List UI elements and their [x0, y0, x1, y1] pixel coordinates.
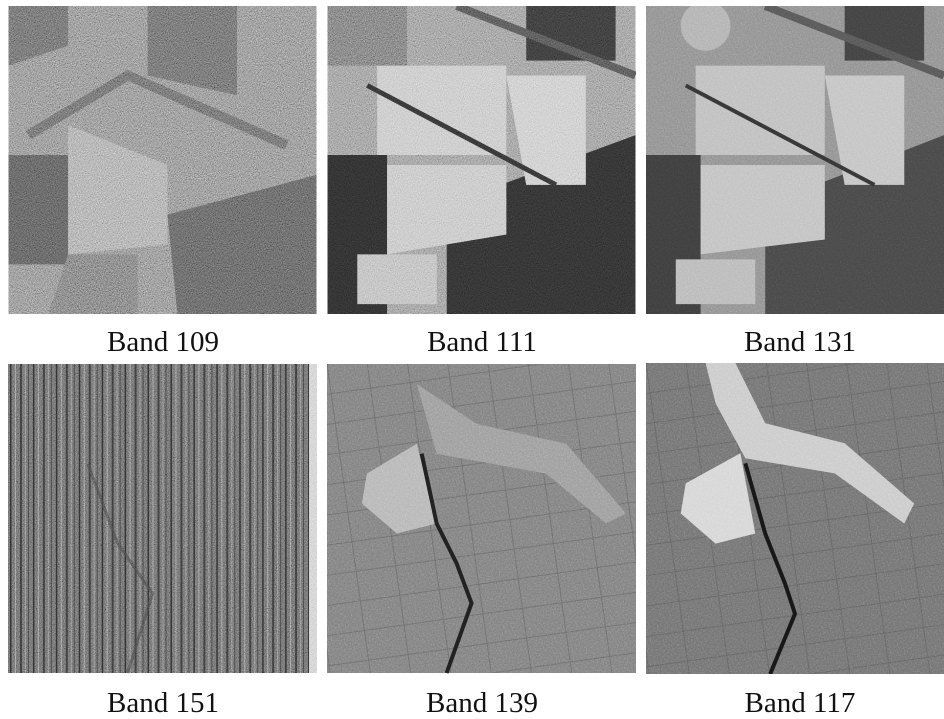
caption: Band 117	[744, 687, 856, 719]
band-image	[646, 363, 944, 674]
band-image	[327, 6, 636, 314]
caption: Band 111	[427, 326, 537, 358]
image-panel	[646, 363, 944, 674]
image-panel	[8, 6, 317, 314]
image-panel	[327, 6, 636, 314]
image-panel	[646, 6, 944, 314]
image-panel	[327, 363, 636, 674]
band-image	[327, 364, 636, 674]
image-panel	[8, 363, 317, 674]
caption: Band 151	[107, 687, 219, 719]
caption: Band 131	[744, 326, 856, 358]
band-image	[646, 6, 944, 314]
band-image	[8, 6, 317, 314]
band-image	[8, 364, 317, 674]
caption: Band 109	[107, 326, 219, 358]
caption: Band 139	[426, 687, 538, 719]
